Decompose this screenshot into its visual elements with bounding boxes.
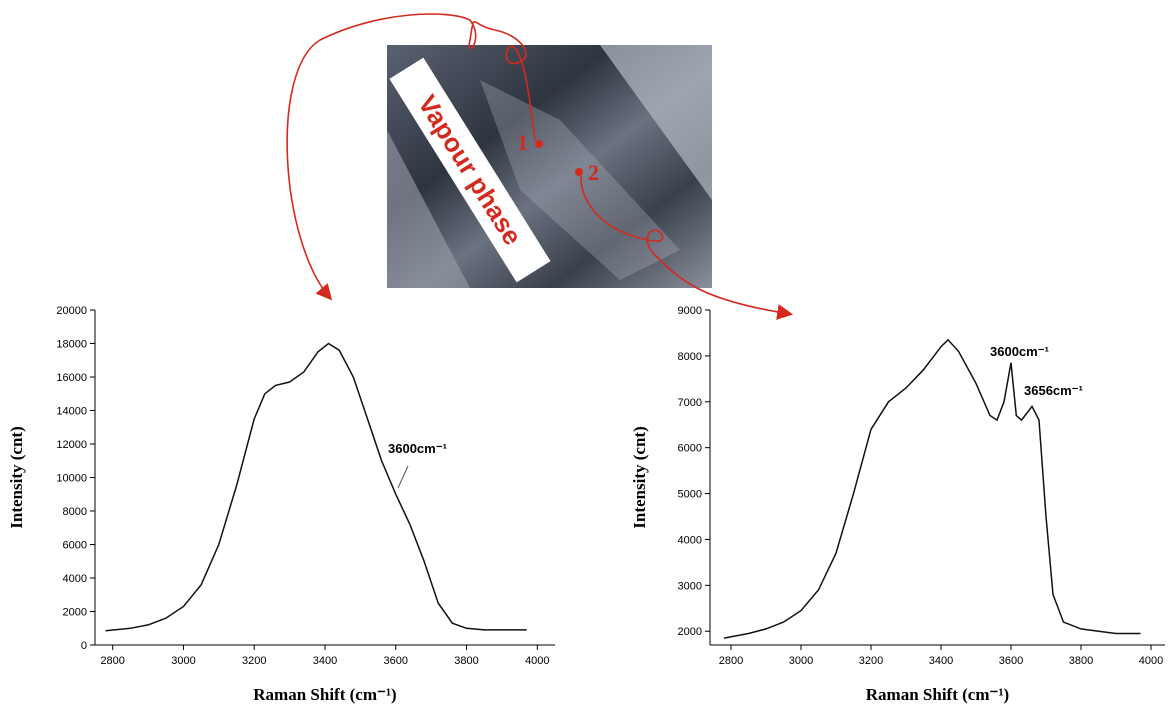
- x-tick-label: 4000: [1139, 655, 1163, 667]
- y-axis-label: Intensity (cnt): [630, 426, 649, 528]
- data-line: [723, 338, 1141, 639]
- x-tick-label: 2800: [719, 655, 743, 667]
- annotation: 3600cm⁻¹: [990, 344, 1049, 359]
- x-tick-label: 3000: [171, 655, 195, 667]
- x-tick-label: 3000: [789, 655, 813, 667]
- x-tick-label: 3200: [242, 655, 266, 667]
- x-tick-label: 3400: [929, 655, 953, 667]
- y-tick-label: 8000: [678, 351, 702, 363]
- y-tick-label: 9000: [678, 305, 702, 317]
- x-tick-label: 3800: [1069, 655, 1093, 667]
- y-axis-label: Intensity (cnt): [7, 426, 26, 528]
- y-tick-label: 6000: [63, 540, 87, 552]
- y-tick-label: 12000: [56, 439, 87, 451]
- y-tick-label: 8000: [63, 506, 87, 518]
- x-tick-label: 3400: [313, 655, 337, 667]
- x-axis-label: Raman Shift (cm⁻¹): [253, 685, 396, 704]
- y-tick-label: 20000: [56, 305, 87, 317]
- point-label: 1: [517, 130, 528, 155]
- x-tick-label: 3600: [999, 655, 1023, 667]
- y-tick-label: 3000: [678, 580, 702, 592]
- arrow: [286, 13, 536, 301]
- annotation: 3600cm⁻¹: [388, 441, 447, 456]
- y-tick-label: 7000: [678, 397, 702, 409]
- y-tick-label: 6000: [678, 443, 702, 455]
- x-tick-label: 2800: [100, 655, 124, 667]
- y-tick-label: 0: [81, 640, 87, 652]
- annotation-leader: [397, 465, 409, 489]
- arrow: [580, 175, 794, 320]
- x-tick-label: 3200: [859, 655, 883, 667]
- y-tick-label: 14000: [56, 406, 87, 418]
- x-tick-label: 3600: [384, 655, 408, 667]
- photo: Vapour phase 1 2: [387, 45, 712, 288]
- x-axis-label: Raman Shift (cm⁻¹): [866, 685, 1009, 704]
- y-tick-label: 2000: [63, 607, 87, 619]
- y-tick-label: 2000: [678, 626, 702, 638]
- y-tick-label: 18000: [56, 339, 87, 351]
- data-line: [105, 342, 527, 632]
- y-tick-label: 16000: [56, 372, 87, 384]
- x-tick-label: 3800: [454, 655, 478, 667]
- y-tick-label: 4000: [63, 573, 87, 585]
- y-tick-label: 4000: [678, 534, 702, 546]
- point-label: 2: [588, 160, 599, 185]
- y-tick-label: 5000: [678, 489, 702, 501]
- annotation: 3656cm⁻¹: [1024, 383, 1083, 398]
- x-tick-label: 4000: [525, 655, 549, 667]
- y-tick-label: 10000: [56, 473, 87, 485]
